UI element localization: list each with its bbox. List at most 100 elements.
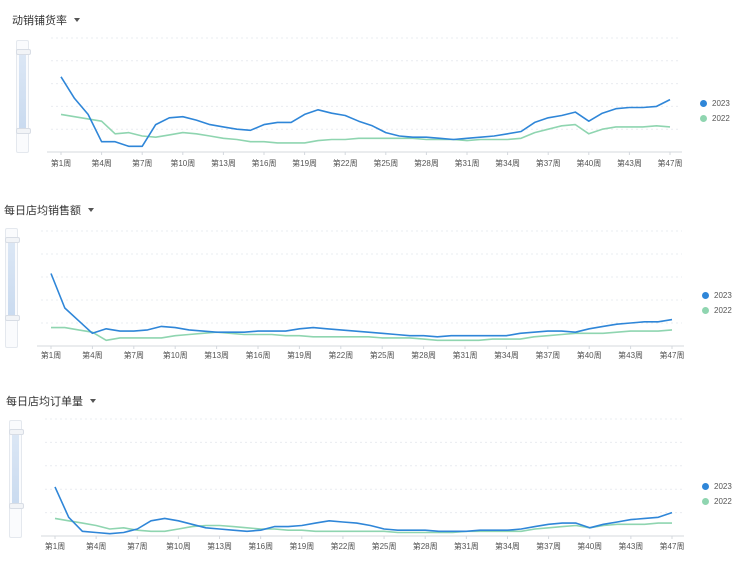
x-tick-label: 第19周: [287, 350, 312, 360]
legend-item-2023[interactable]: 2023: [700, 96, 730, 111]
zoom-handle-top[interactable]: [9, 429, 24, 435]
series-line-2023[interactable]: [54, 486, 673, 535]
x-tick-label: 第10周: [163, 350, 188, 360]
x-tick-label: 第28周: [414, 158, 439, 168]
x-tick-label: 第43周: [618, 350, 643, 360]
x-tick-label: 第31周: [453, 350, 478, 360]
chart-title: 每日店均订单量: [6, 396, 83, 408]
x-tick-label: 第25周: [373, 158, 398, 168]
x-tick-label: 第7周: [124, 350, 144, 360]
zoom-handle-bottom[interactable]: [9, 503, 24, 509]
x-tick-label: 第28周: [411, 350, 436, 360]
chart-title: 动销铺货率: [12, 15, 67, 27]
legend-label: 2022: [714, 306, 732, 315]
legend-item-2022[interactable]: 2022: [702, 303, 732, 318]
x-tick-label: 第25周: [370, 350, 395, 360]
x-tick-label: 第22周: [330, 541, 355, 551]
legend-label: 2023: [714, 291, 732, 300]
caret-down-icon: [74, 18, 80, 23]
x-tick-label: 第19周: [292, 158, 317, 168]
legend-1: 2023 2022: [700, 96, 730, 126]
x-tick-label: 第7周: [132, 158, 152, 168]
x-tick-label: 第37周: [536, 541, 561, 551]
caret-down-icon: [90, 399, 96, 404]
zoom-slider-2[interactable]: [5, 228, 20, 348]
line-chart-2: 第1周 第4周 第7周 第10周 第13周 第16周 第19周 第22周 第25周 第28周 第31…: [37, 230, 685, 360]
caret-down-icon: [88, 208, 94, 213]
legend-item-2023[interactable]: 2023: [702, 288, 732, 303]
zoom-slider-range: [19, 51, 26, 132]
metric-selector-3[interactable]: 每日店均订单量: [6, 393, 96, 409]
legend-2: 2023 2022: [702, 288, 732, 318]
legend-label: 2022: [714, 497, 732, 506]
x-tick-label: 第31周: [455, 158, 480, 168]
zoom-slider-3[interactable]: [9, 420, 24, 538]
x-tick-label: 第40周: [576, 158, 601, 168]
x-tick-label: 第19周: [289, 541, 314, 551]
x-tick-label: 第47周: [660, 541, 685, 551]
legend-marker-2022: [700, 115, 707, 122]
x-tick-label: 第47周: [658, 158, 683, 168]
x-tick-label: 第43周: [618, 541, 643, 551]
metric-selector-2[interactable]: 每日店均销售额: [4, 202, 94, 218]
legend-label: 2023: [714, 482, 732, 491]
x-tick-label: 第47周: [660, 350, 685, 360]
x-tick-label: 第13周: [204, 350, 229, 360]
x-tick-label: 第22周: [333, 158, 358, 168]
x-tick-label: 第13周: [207, 541, 232, 551]
legend-marker-2022: [702, 307, 709, 314]
x-tick-label: 第31周: [454, 541, 479, 551]
legend-marker-2023: [702, 292, 709, 299]
x-tick-label: 第37周: [536, 158, 561, 168]
chart-title: 每日店均销售额: [4, 205, 81, 217]
legend-3: 2023 2022: [702, 479, 732, 509]
legend-label: 2023: [712, 99, 730, 108]
x-tick-label: 第1周: [45, 541, 65, 551]
x-tick-label: 第40周: [577, 541, 602, 551]
legend-item-2022[interactable]: 2022: [702, 494, 732, 509]
x-tick-label: 第1周: [41, 350, 61, 360]
x-tick-label: 第37周: [535, 350, 560, 360]
series-line-2023[interactable]: [60, 76, 671, 148]
x-tick-label: 第4周: [86, 541, 106, 551]
zoom-handle-bottom[interactable]: [5, 315, 20, 321]
x-tick-label: 第34周: [495, 541, 520, 551]
series-line-2022[interactable]: [60, 113, 671, 144]
x-tick-label: 第34周: [494, 350, 519, 360]
zoom-handle-top[interactable]: [16, 49, 31, 55]
x-tick-label: 第40周: [577, 350, 602, 360]
series-line-2022[interactable]: [51, 326, 673, 342]
x-tick-label: 第4周: [82, 350, 102, 360]
x-tick-label: 第16周: [246, 350, 271, 360]
legend-marker-2022: [702, 498, 709, 505]
legend-label: 2022: [712, 114, 730, 123]
x-tick-label: 第43周: [617, 158, 642, 168]
zoom-handle-top[interactable]: [5, 237, 20, 243]
x-tick-label: 第7周: [127, 541, 147, 551]
x-tick-label: 第25周: [372, 541, 397, 551]
legend-marker-2023: [702, 483, 709, 490]
chart-panel-2: 每日店均销售额 第1周 第4周 第7周 第10周 第13周 第16周 第19周 第22周 第25…: [0, 190, 742, 375]
x-tick-label: 第13周: [211, 158, 236, 168]
x-tick-label: 第16周: [252, 158, 277, 168]
x-tick-label: 第34周: [495, 158, 520, 168]
line-chart-3: 第1周 第4周 第7周 第10周 第13周 第16周 第19周 第22周 第25周 第28周 第31…: [41, 418, 685, 551]
x-tick-label: 第10周: [170, 158, 195, 168]
x-tick-label: 第4周: [91, 158, 111, 168]
x-tick-label: 第16周: [248, 541, 273, 551]
series-line-2022[interactable]: [54, 517, 672, 534]
series-line-2023[interactable]: [50, 273, 673, 338]
chart-panel-3: 每日店均订单量 第1周 第4周 第7周 第10周 第13周 第16周 第19周 第22周 第25…: [0, 382, 742, 567]
legend-item-2023[interactable]: 2023: [702, 479, 732, 494]
x-tick-label: 第1周: [51, 158, 71, 168]
x-tick-label: 第22周: [328, 350, 353, 360]
zoom-slider-1[interactable]: [16, 40, 31, 153]
x-tick-label: 第10周: [166, 541, 191, 551]
zoom-slider-range: [8, 239, 15, 319]
zoom-slider-range: [12, 431, 19, 507]
line-chart-1: 第1周 第4周 第7周 第10周 第13周 第16周 第19周 第22周 第25周 第28周 第31…: [47, 37, 683, 168]
legend-marker-2023: [700, 100, 707, 107]
zoom-handle-bottom[interactable]: [16, 128, 31, 134]
legend-item-2022[interactable]: 2022: [700, 111, 730, 126]
metric-selector-1[interactable]: 动销铺货率: [12, 12, 80, 28]
